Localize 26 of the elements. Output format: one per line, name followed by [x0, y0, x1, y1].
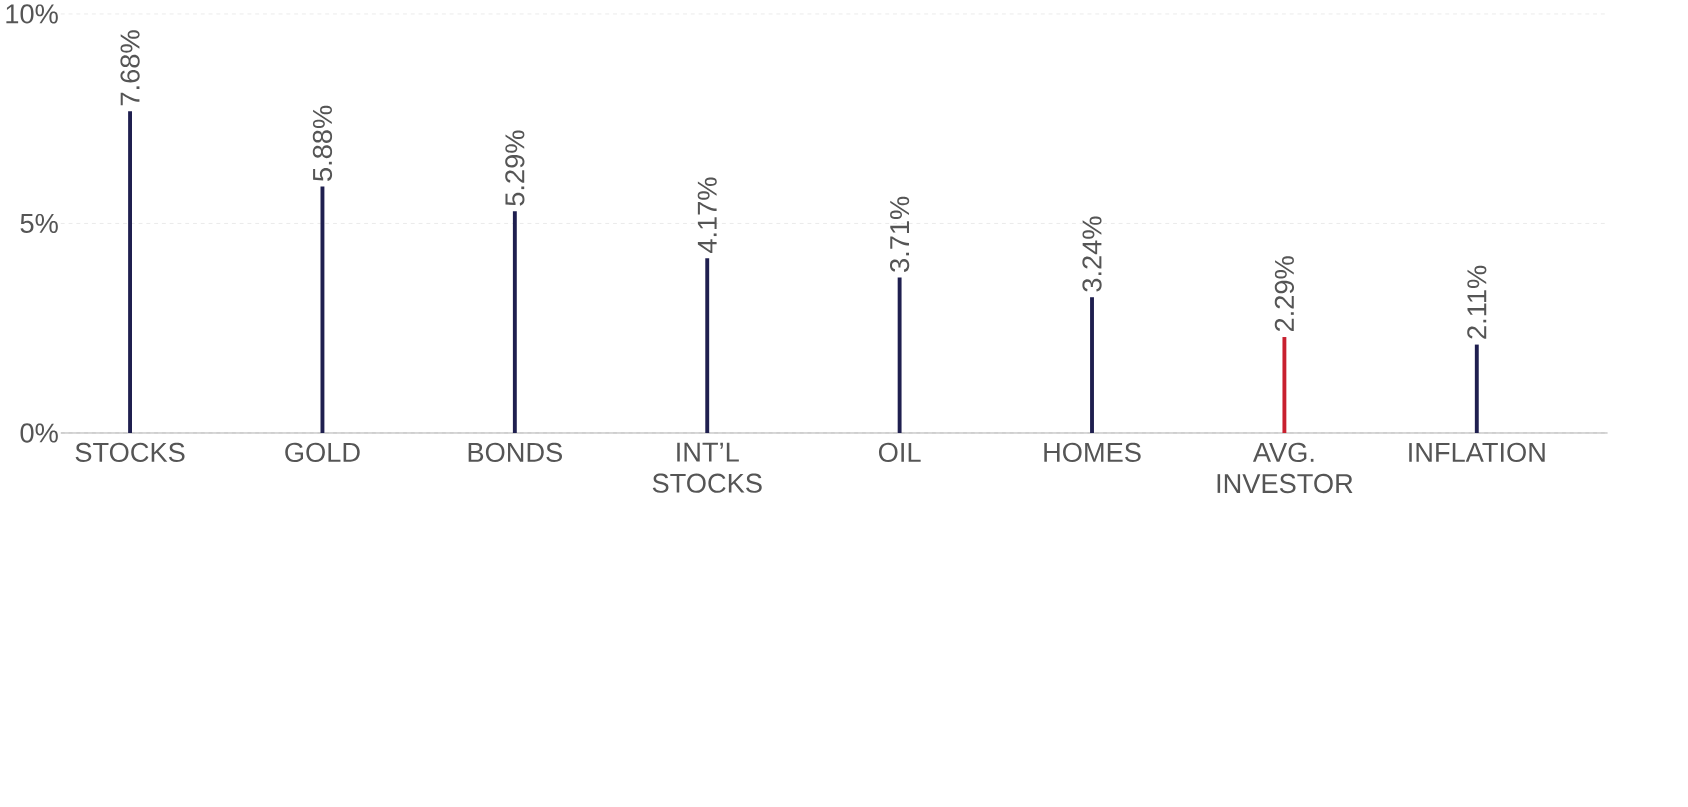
bar [1282, 337, 1287, 433]
bar [1090, 297, 1094, 433]
data-label: 2.29% [1274, 256, 1295, 332]
data-label: 2.11% [1467, 265, 1487, 339]
x-tick-label: INFLATION [1409, 442, 1545, 463]
bar [705, 258, 710, 433]
data-label: 3.71% [889, 196, 910, 272]
x-tick-label: OIL [878, 442, 921, 463]
x-tick-label: GOLD [285, 442, 360, 463]
bar [128, 111, 132, 433]
y-tick-label: 0% [20, 423, 58, 443]
data-label: 4.17% [697, 177, 717, 254]
y-tick-label: 10% [6, 4, 58, 24]
bar [897, 277, 902, 433]
bar [1474, 344, 1479, 433]
x-tick-label: HOMES [1044, 442, 1141, 463]
y-tick-label: 5% [20, 213, 58, 234]
x-tick-label: AVG. INVESTOR [1217, 442, 1353, 494]
data-label: 5.29% [505, 130, 525, 206]
bar [512, 211, 517, 433]
data-label: 3.24% [1082, 216, 1102, 292]
data-label: 7.68% [120, 30, 140, 106]
x-tick-label: STOCKS [75, 442, 185, 463]
x-tick-label: BONDS [468, 442, 562, 463]
x-tick-label: INT’L STOCKS [652, 442, 762, 493]
data-label: 5.88% [312, 105, 333, 181]
